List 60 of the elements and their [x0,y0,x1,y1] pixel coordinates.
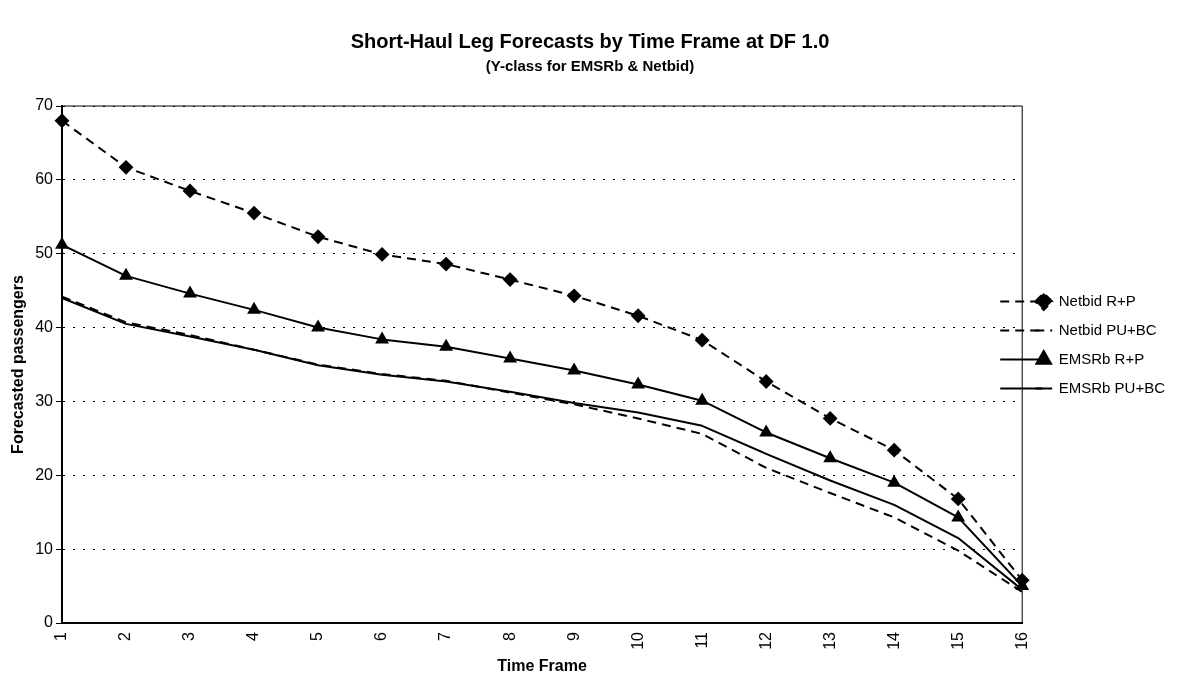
x-tick-label: 6 [372,631,390,641]
x-tick-label: 13 [820,631,838,650]
y-tick-label: 50 [35,244,54,262]
point [759,374,774,389]
point [183,286,197,298]
y-tick-label: 20 [35,465,54,483]
y-tick-label: 60 [35,170,54,188]
point [631,308,646,323]
y-tick-label: 30 [35,391,54,409]
point [311,320,325,332]
point [952,510,965,522]
legend-label: EMSRb PU+BC [1058,378,1166,396]
point [247,206,262,221]
point [375,247,390,262]
chart-subtitle: (Y-class for EMSRb & Netbid) [485,57,695,75]
x-tick-label: 9 [564,631,582,641]
point [439,339,453,351]
legend-label: EMSRb R+P [1058,349,1145,367]
x-tick-label: 14 [884,631,902,650]
point [375,332,389,344]
x-tick-label: 11 [692,631,710,649]
point [695,333,710,348]
point [119,268,133,280]
chart-title: Short-Haul Leg Forecasts by Time Frame at DF 1.0 [350,29,830,52]
y-tick-label: 70 [35,96,54,114]
legend-label: Netbid R+P [1058,291,1136,309]
x-tick-label: 1 [52,631,70,641]
legend-label: Netbid PU+BC [1058,320,1157,338]
point [887,443,902,458]
y-tick-label: 0 [44,613,54,631]
point [503,351,517,363]
x-tick-label: 8 [500,631,518,641]
x-tick-label: 7 [436,631,454,641]
x-tick-label: 10 [628,631,646,650]
x-tick-label: 5 [308,631,326,641]
point [823,411,838,426]
x-axis-title: Time Frame [497,656,587,674]
x-tick-label: 2 [116,631,134,641]
y-tick-label: 10 [35,539,54,557]
point [119,160,134,175]
point [887,475,901,487]
point [439,257,454,272]
x-tick-label: 3 [180,631,198,641]
x-tick-label: 12 [756,631,774,650]
point [567,288,582,303]
point [567,363,581,375]
point [695,393,709,405]
y-tick-label: 40 [35,317,54,335]
point [631,377,645,389]
y-axis-title: Forecasted passengers [9,275,27,454]
x-tick-label: 16 [1012,631,1030,650]
point [183,183,198,198]
x-tick-label: 15 [948,631,966,650]
x-tick-label: 4 [244,631,262,641]
point [759,425,773,437]
point [951,491,966,506]
point [823,451,837,463]
point [311,229,326,244]
point [503,272,518,287]
point [247,302,261,314]
